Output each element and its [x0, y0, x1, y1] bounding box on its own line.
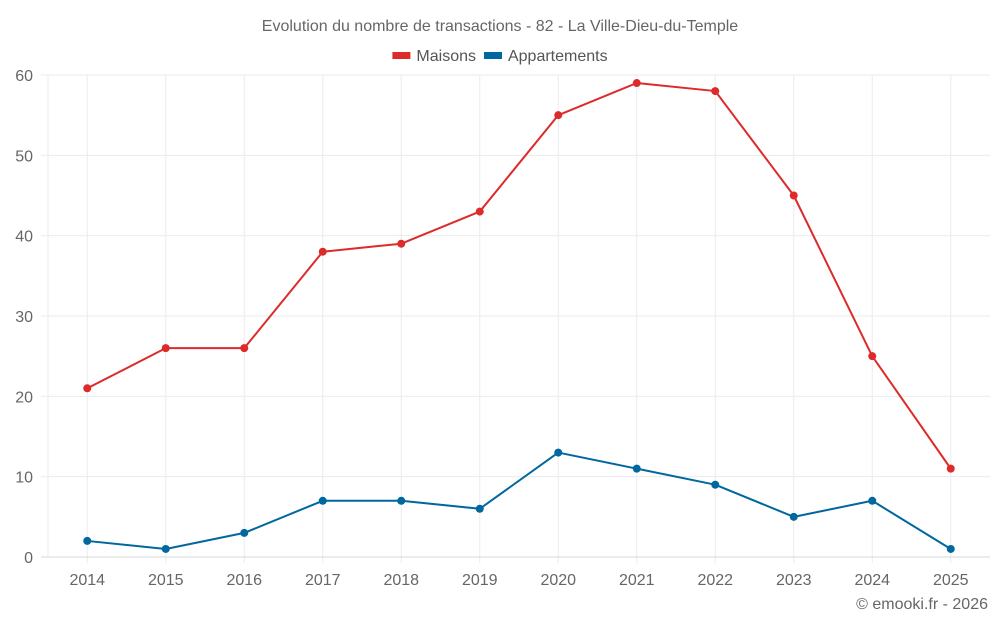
data-point[interactable]: [632, 464, 641, 473]
data-point[interactable]: [475, 207, 484, 216]
series-line: [87, 451, 952, 550]
series-maisons: [83, 79, 955, 473]
x-axis: 2014 2015 2016 2017 2018 2019 2020 2021 2022 2023…: [69, 572, 968, 589]
y-tick-label: 60: [15, 68, 33, 85]
y-tick-label: 0: [24, 550, 33, 567]
legend-item-maisons[interactable]: Maisons: [392, 48, 476, 65]
data-point[interactable]: [711, 87, 720, 96]
data-point[interactable]: [318, 247, 327, 256]
data-point[interactable]: [711, 480, 720, 489]
x-tick-label: 2022: [697, 572, 733, 589]
data-point[interactable]: [868, 496, 877, 505]
data-point[interactable]: [397, 496, 406, 505]
chart-title: Evolution du nombre de transactions - 82…: [262, 18, 739, 35]
data-point[interactable]: [397, 239, 406, 248]
data-point[interactable]: [632, 79, 641, 88]
data-point[interactable]: [868, 352, 877, 361]
data-point[interactable]: [789, 512, 798, 521]
x-tick-label: 2018: [383, 572, 419, 589]
data-point[interactable]: [240, 344, 249, 353]
data-point[interactable]: [946, 464, 955, 473]
data-point[interactable]: [240, 528, 249, 537]
data-point[interactable]: [83, 536, 92, 545]
data-point[interactable]: [161, 344, 170, 353]
data-point[interactable]: [475, 504, 484, 513]
y-tick-label: 10: [15, 470, 33, 487]
legend-label: Maisons: [416, 48, 476, 65]
x-tick-label: 2020: [540, 572, 576, 589]
x-tick-label: 2024: [854, 572, 890, 589]
legend-swatch: [483, 52, 502, 59]
x-tick-label: 2015: [148, 572, 184, 589]
series-group: [83, 79, 955, 553]
legend-label: Appartements: [508, 48, 608, 65]
series-appartements: [83, 448, 955, 553]
legend-swatch: [392, 52, 411, 59]
x-tick-label: 2025: [933, 572, 969, 589]
x-tick-label: 2023: [776, 572, 812, 589]
x-tick-label: 2019: [462, 572, 498, 589]
data-point[interactable]: [318, 496, 327, 505]
x-tick-label: 2021: [619, 572, 655, 589]
x-tick-label: 2017: [305, 572, 341, 589]
data-point[interactable]: [554, 111, 563, 120]
credit-text: © emooki.fr - 2026: [856, 596, 988, 613]
data-point[interactable]: [161, 544, 170, 553]
data-point[interactable]: [554, 448, 563, 457]
y-tick-label: 50: [15, 148, 33, 165]
data-point[interactable]: [946, 544, 955, 553]
data-point[interactable]: [83, 384, 92, 393]
series-line: [86, 82, 952, 470]
y-tick-label: 40: [15, 229, 33, 246]
data-point[interactable]: [789, 191, 798, 200]
y-axis: 0 10 20 30 40 50 60: [15, 68, 33, 567]
grid: [41, 74, 990, 563]
legend: Maisons Appartements: [392, 48, 608, 65]
y-tick-label: 30: [15, 309, 33, 326]
y-tick-label: 20: [15, 389, 33, 406]
legend-item-appartements[interactable]: Appartements: [483, 48, 608, 65]
x-tick-label: 2016: [226, 572, 262, 589]
x-tick-label: 2014: [69, 572, 105, 589]
